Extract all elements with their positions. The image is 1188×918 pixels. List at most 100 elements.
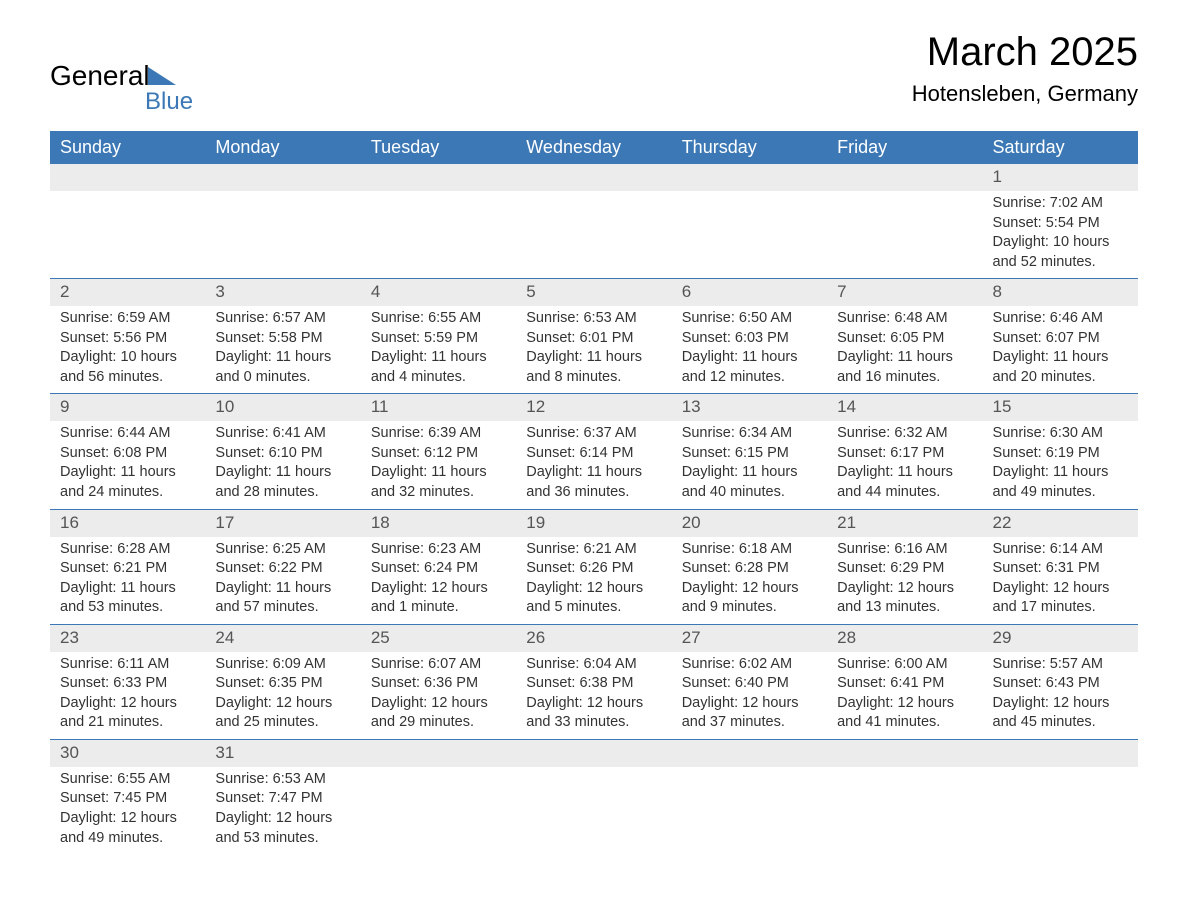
day-number-cell bbox=[827, 739, 982, 766]
day-number-cell: 1 bbox=[983, 164, 1138, 191]
day-sr: Sunrise: 5:57 AM bbox=[993, 655, 1128, 675]
day-number-cell: 18 bbox=[361, 509, 516, 536]
day-d1: Daylight: 12 hours bbox=[371, 694, 506, 714]
day-number-cell bbox=[205, 164, 360, 191]
day-d1: Daylight: 12 hours bbox=[371, 579, 506, 599]
day-sr: Sunrise: 6:55 AM bbox=[60, 770, 195, 790]
day-number-cell: 12 bbox=[516, 394, 671, 421]
day-detail-cell: Sunrise: 6:07 AMSunset: 6:36 PMDaylight:… bbox=[361, 652, 516, 740]
day-d2: and 1 minute. bbox=[371, 598, 506, 618]
day-ss: Sunset: 6:26 PM bbox=[526, 559, 661, 579]
day-ss: Sunset: 6:10 PM bbox=[215, 444, 350, 464]
day-d2: and 5 minutes. bbox=[526, 598, 661, 618]
daynum-row: 16171819202122 bbox=[50, 509, 1138, 536]
day-sr: Sunrise: 6:07 AM bbox=[371, 655, 506, 675]
day-d2: and 57 minutes. bbox=[215, 598, 350, 618]
day-detail-cell bbox=[983, 767, 1138, 854]
day-number-cell: 26 bbox=[516, 624, 671, 651]
day-d1: Daylight: 12 hours bbox=[837, 694, 972, 714]
logo-text-blue: Blue bbox=[145, 88, 193, 116]
detail-row: Sunrise: 6:11 AMSunset: 6:33 PMDaylight:… bbox=[50, 652, 1138, 740]
day-number-cell: 9 bbox=[50, 394, 205, 421]
logo-text-general: General bbox=[50, 60, 150, 91]
day-d1: Daylight: 12 hours bbox=[993, 579, 1128, 599]
day-sr: Sunrise: 6:55 AM bbox=[371, 309, 506, 329]
day-d2: and 17 minutes. bbox=[993, 598, 1128, 618]
day-detail-cell: Sunrise: 6:46 AMSunset: 6:07 PMDaylight:… bbox=[983, 306, 1138, 394]
day-d1: Daylight: 12 hours bbox=[215, 694, 350, 714]
day-d1: Daylight: 12 hours bbox=[60, 694, 195, 714]
day-d2: and 32 minutes. bbox=[371, 483, 506, 503]
day-detail-cell: Sunrise: 5:57 AMSunset: 6:43 PMDaylight:… bbox=[983, 652, 1138, 740]
day-ss: Sunset: 5:58 PM bbox=[215, 329, 350, 349]
day-sr: Sunrise: 6:41 AM bbox=[215, 424, 350, 444]
day-detail-cell bbox=[361, 191, 516, 279]
day-d2: and 49 minutes. bbox=[60, 829, 195, 849]
daynum-row: 9101112131415 bbox=[50, 394, 1138, 421]
day-d1: Daylight: 12 hours bbox=[682, 579, 817, 599]
day-ss: Sunset: 6:01 PM bbox=[526, 329, 661, 349]
day-detail-cell: Sunrise: 6:02 AMSunset: 6:40 PMDaylight:… bbox=[672, 652, 827, 740]
day-ss: Sunset: 5:56 PM bbox=[60, 329, 195, 349]
day-detail-cell: Sunrise: 6:39 AMSunset: 6:12 PMDaylight:… bbox=[361, 421, 516, 509]
day-d2: and 4 minutes. bbox=[371, 368, 506, 388]
day-d2: and 12 minutes. bbox=[682, 368, 817, 388]
day-ss: Sunset: 7:47 PM bbox=[215, 789, 350, 809]
day-sr: Sunrise: 6:14 AM bbox=[993, 540, 1128, 560]
day-number-cell: 22 bbox=[983, 509, 1138, 536]
day-ss: Sunset: 6:35 PM bbox=[215, 674, 350, 694]
day-d1: Daylight: 11 hours bbox=[215, 463, 350, 483]
day-detail-cell: Sunrise: 6:34 AMSunset: 6:15 PMDaylight:… bbox=[672, 421, 827, 509]
day-number-cell: 3 bbox=[205, 279, 360, 306]
day-detail-cell bbox=[672, 191, 827, 279]
daynum-row: 3031 bbox=[50, 739, 1138, 766]
day-ss: Sunset: 6:38 PM bbox=[526, 674, 661, 694]
day-number-cell: 16 bbox=[50, 509, 205, 536]
detail-row: Sunrise: 7:02 AMSunset: 5:54 PMDaylight:… bbox=[50, 191, 1138, 279]
detail-row: Sunrise: 6:59 AMSunset: 5:56 PM Daylight:… bbox=[50, 306, 1138, 394]
day-sr: Sunrise: 6:46 AM bbox=[993, 309, 1128, 329]
day-ss: Sunset: 7:45 PM bbox=[60, 789, 195, 809]
day-number-cell: 13 bbox=[672, 394, 827, 421]
day-sr: Sunrise: 6:18 AM bbox=[682, 540, 817, 560]
day-number-cell: 14 bbox=[827, 394, 982, 421]
day-ss: Sunset: 6:14 PM bbox=[526, 444, 661, 464]
day-d1: Daylight: 11 hours bbox=[371, 348, 506, 368]
day-number-cell: 7 bbox=[827, 279, 982, 306]
day-number-cell bbox=[50, 164, 205, 191]
day-detail-cell: Sunrise: 6:53 AMSunset: 6:01 PMDaylight:… bbox=[516, 306, 671, 394]
day-detail-cell: Sunrise: 6:25 AMSunset: 6:22 PMDaylight:… bbox=[205, 537, 360, 625]
day-number-cell: 17 bbox=[205, 509, 360, 536]
day-d1: Daylight: 10 hours bbox=[993, 233, 1128, 253]
day-detail-cell: Sunrise: 6:16 AMSunset: 6:29 PMDaylight:… bbox=[827, 537, 982, 625]
day-detail-cell: Sunrise: 6:50 AMSunset: 6:03 PMDaylight:… bbox=[672, 306, 827, 394]
day-d2: and 44 minutes. bbox=[837, 483, 972, 503]
day-d2: and 20 minutes. bbox=[993, 368, 1128, 388]
day-sr: Sunrise: 6:53 AM bbox=[215, 770, 350, 790]
day-d1: Daylight: 12 hours bbox=[526, 579, 661, 599]
day-ss: Sunset: 6:41 PM bbox=[837, 674, 972, 694]
day-detail-cell: Sunrise: 6:48 AMSunset: 6:05 PMDaylight:… bbox=[827, 306, 982, 394]
day-sr: Sunrise: 6:44 AM bbox=[60, 424, 195, 444]
weekday-header: Saturday bbox=[983, 131, 1138, 164]
day-sr: Sunrise: 6:59 AM bbox=[60, 309, 195, 329]
day-number-cell: 28 bbox=[827, 624, 982, 651]
day-number-cell bbox=[672, 739, 827, 766]
weekday-header: Wednesday bbox=[516, 131, 671, 164]
day-ss: Sunset: 6:21 PM bbox=[60, 559, 195, 579]
title-block: March 2025 Hotensleben, Germany bbox=[912, 30, 1138, 107]
day-d1: Daylight: 11 hours bbox=[215, 579, 350, 599]
day-detail-cell: Sunrise: 6:23 AMSunset: 6:24 PMDaylight:… bbox=[361, 537, 516, 625]
day-number-cell bbox=[361, 164, 516, 191]
day-ss: Sunset: 5:59 PM bbox=[371, 329, 506, 349]
day-sr: Sunrise: 6:09 AM bbox=[215, 655, 350, 675]
day-detail-cell: Sunrise: 6:00 AMSunset: 6:41 PMDaylight:… bbox=[827, 652, 982, 740]
day-d2: and 33 minutes. bbox=[526, 713, 661, 733]
day-number-cell bbox=[516, 739, 671, 766]
day-ss: Sunset: 6:22 PM bbox=[215, 559, 350, 579]
day-ss: Sunset: 6:19 PM bbox=[993, 444, 1128, 464]
day-number-cell: 11 bbox=[361, 394, 516, 421]
day-d2: and 49 minutes. bbox=[993, 483, 1128, 503]
day-ss: Sunset: 6:43 PM bbox=[993, 674, 1128, 694]
weekday-header: Sunday bbox=[50, 131, 205, 164]
